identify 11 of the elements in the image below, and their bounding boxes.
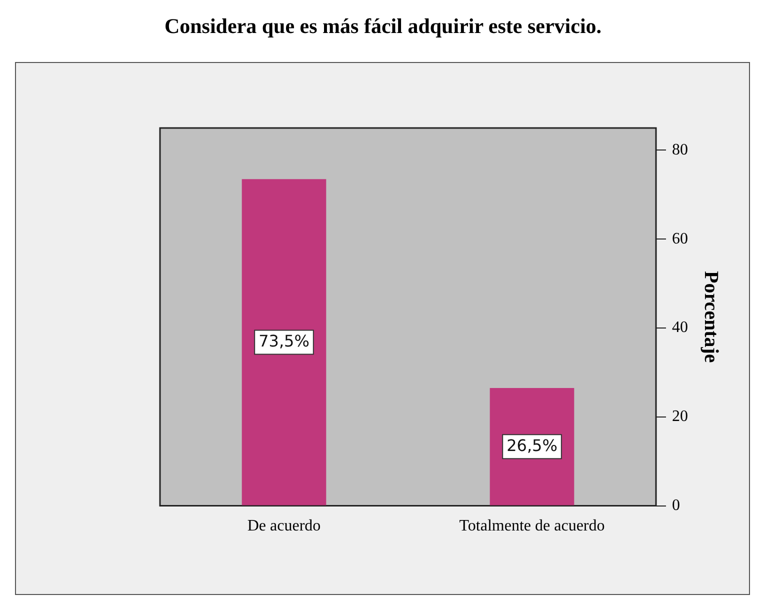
y-tick-label: 80 bbox=[672, 141, 688, 158]
y-axis-title: Porcentaje bbox=[700, 270, 722, 363]
chart-title: Considera que es más fácil adquirir este servicio. bbox=[163, 14, 603, 39]
y-tick-label: 40 bbox=[672, 319, 688, 336]
data-label: 26,5% bbox=[506, 436, 558, 455]
x-tick-label: De acuerdo bbox=[247, 518, 321, 535]
y-tick-label: 0 bbox=[672, 497, 680, 514]
data-label: 73,5% bbox=[258, 331, 310, 350]
y-tick-label: 20 bbox=[672, 408, 688, 426]
x-tick-label: Totalmente de acuerdo bbox=[459, 518, 605, 535]
y-tick-label: 60 bbox=[672, 230, 688, 248]
